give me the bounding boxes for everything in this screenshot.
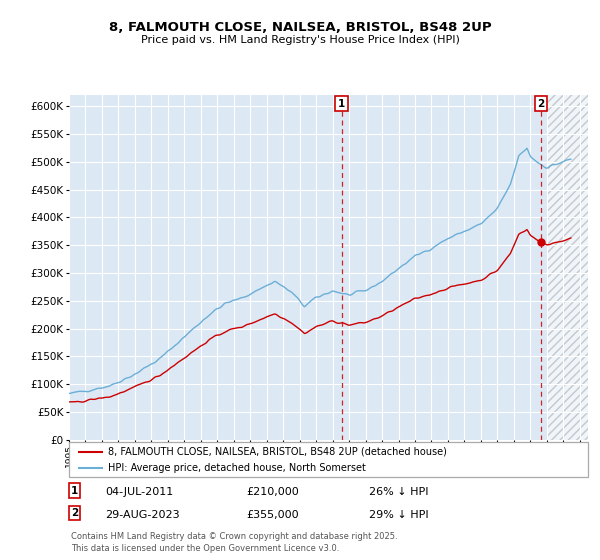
Text: £210,000: £210,000 [246, 487, 299, 497]
Text: 29% ↓ HPI: 29% ↓ HPI [369, 510, 428, 520]
FancyBboxPatch shape [69, 442, 588, 477]
Text: 26% ↓ HPI: 26% ↓ HPI [369, 487, 428, 497]
Text: 1: 1 [338, 99, 345, 109]
Text: HPI: Average price, detached house, North Somerset: HPI: Average price, detached house, Nort… [108, 463, 366, 473]
Text: 1: 1 [71, 486, 78, 496]
Text: Contains HM Land Registry data © Crown copyright and database right 2025.
This d: Contains HM Land Registry data © Crown c… [71, 532, 397, 553]
Bar [547, 95, 588, 440]
Text: 29-AUG-2023: 29-AUG-2023 [105, 510, 179, 520]
Text: 2: 2 [71, 508, 78, 518]
Bar [547, 95, 588, 440]
Text: £355,000: £355,000 [246, 510, 299, 520]
Text: 2: 2 [538, 99, 545, 109]
Text: 8, FALMOUTH CLOSE, NAILSEA, BRISTOL, BS48 2UP (detached house): 8, FALMOUTH CLOSE, NAILSEA, BRISTOL, BS4… [108, 447, 447, 457]
Text: Price paid vs. HM Land Registry's House Price Index (HPI): Price paid vs. HM Land Registry's House … [140, 35, 460, 45]
Text: 8, FALMOUTH CLOSE, NAILSEA, BRISTOL, BS48 2UP: 8, FALMOUTH CLOSE, NAILSEA, BRISTOL, BS4… [109, 21, 491, 34]
Text: 04-JUL-2011: 04-JUL-2011 [105, 487, 173, 497]
